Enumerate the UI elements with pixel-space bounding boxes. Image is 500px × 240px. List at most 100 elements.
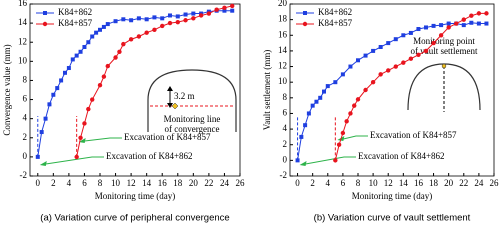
marker (121, 17, 126, 22)
x-tick-label: 18 (429, 178, 439, 188)
marker (90, 34, 95, 39)
marker (408, 30, 413, 35)
x-tick-label: 6 (82, 178, 87, 188)
marker (333, 80, 338, 85)
marker (303, 123, 308, 128)
annotation: 3.2 m (174, 91, 195, 101)
x-tick-label: 10 (369, 178, 379, 188)
marker (469, 13, 474, 18)
marker (340, 130, 346, 136)
marker (94, 30, 99, 35)
x-tick-label: 8 (356, 178, 361, 188)
marker (78, 135, 83, 140)
marker (431, 40, 436, 46)
x-axis-title: Monitoring time (day) (95, 191, 176, 201)
y-tick-label: 16 (278, 29, 288, 39)
annotation: Excavation of K84+862 (106, 151, 193, 161)
x-tick-label: 8 (98, 178, 103, 188)
annotation: of vault settlement (411, 46, 478, 56)
marker (408, 56, 414, 61)
x-tick-label: 22 (204, 178, 213, 188)
legend-marker (302, 21, 308, 27)
marker (484, 11, 489, 16)
y-tick-label: 4 (23, 113, 28, 123)
marker (371, 48, 376, 53)
marker (344, 119, 349, 124)
marker (43, 116, 48, 121)
tunnel-outline (147, 69, 237, 132)
y-tick-label: 6 (23, 94, 28, 104)
marker (129, 18, 134, 23)
marker (183, 18, 188, 23)
marker (355, 97, 361, 102)
marker (214, 7, 219, 12)
marker (183, 12, 188, 17)
y-tick-label: -2 (280, 170, 288, 180)
marker (431, 23, 436, 28)
marker (78, 49, 83, 54)
vault-point (441, 63, 447, 69)
marker (230, 8, 235, 13)
marker (86, 106, 91, 112)
arrow-head (299, 161, 307, 166)
x-tick-label: 2 (310, 178, 315, 188)
x-tick-label: 26 (236, 178, 246, 188)
marker (51, 92, 56, 97)
marker (348, 111, 353, 116)
marker (121, 41, 126, 47)
marker (55, 86, 60, 91)
caption: (b) Variation curve of vault settlement (314, 213, 471, 224)
marker (424, 25, 428, 30)
marker (446, 25, 451, 30)
marker (461, 17, 466, 22)
marker (82, 121, 87, 126)
marker (59, 78, 64, 83)
x-tick-label: 12 (127, 178, 136, 188)
marker (167, 20, 173, 26)
marker (322, 89, 326, 94)
marker (168, 13, 172, 18)
x-tick-label: 24 (220, 178, 230, 188)
marker (152, 27, 157, 32)
marker (363, 87, 368, 93)
y-tick-label: 12 (278, 61, 287, 71)
y-tick-label: 10 (278, 76, 288, 86)
y-tick-label: 16 (18, 0, 28, 8)
marker (318, 95, 323, 100)
y-tick-label: 20 (278, 0, 288, 8)
legend-label: K84+862 (318, 7, 352, 17)
marker (90, 97, 95, 102)
marker (160, 23, 165, 29)
arrow-head (78, 138, 86, 143)
excavation-arrow (343, 135, 368, 140)
marker (39, 130, 44, 135)
y-tick-label: 6 (283, 108, 288, 118)
x-tick-label: 0 (36, 178, 41, 188)
marker (222, 8, 227, 13)
x-tick-label: 16 (414, 178, 424, 188)
y-tick-label: 0 (283, 154, 288, 164)
marker (74, 53, 79, 58)
y-tick-label: 10 (18, 55, 28, 65)
excavation-arrow (45, 156, 104, 165)
marker (438, 33, 444, 38)
x-tick-label: 0 (295, 178, 300, 188)
marker (98, 27, 102, 32)
y-tick-label: 2 (283, 139, 288, 149)
marker (152, 15, 157, 20)
marker (160, 16, 165, 21)
y-axis-title: Convergence value (mm) (2, 44, 12, 135)
marker (117, 49, 122, 54)
y-tick-label: 2 (23, 132, 28, 142)
marker (446, 21, 451, 26)
legend-label: K84+862 (58, 7, 92, 17)
marker (82, 45, 87, 49)
marker (144, 30, 149, 35)
x-tick-label: 4 (67, 178, 72, 188)
x-axis-title: Monitoring time (day) (352, 191, 433, 201)
annotation: Excavation of K84+862 (358, 151, 445, 161)
marker (314, 99, 319, 104)
legend-label: K84+857 (318, 18, 353, 28)
y-tick-label: 4 (283, 123, 288, 133)
marker (416, 27, 421, 32)
